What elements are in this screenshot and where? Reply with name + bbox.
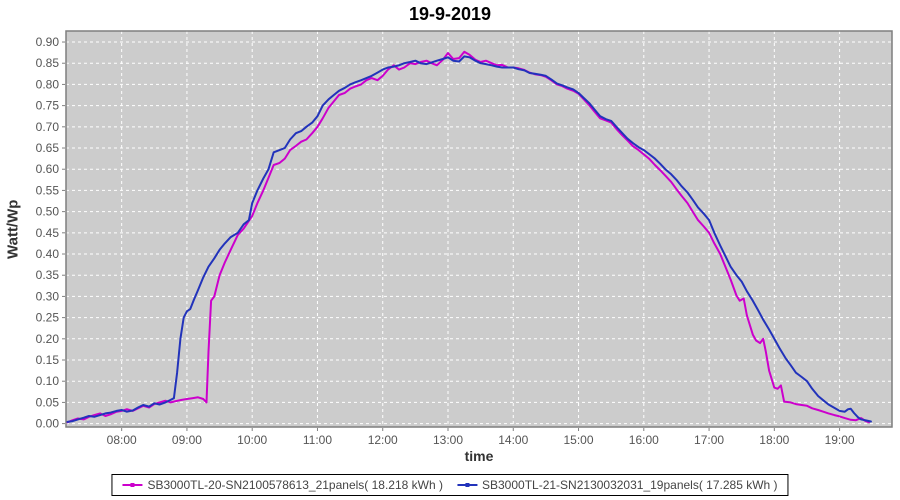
y-tick-label: 0.75	[36, 99, 60, 113]
series-line-1	[66, 55, 872, 423]
legend-item-series-blue: SB3000TL-21-SN2130032031_19panels( 17.28…	[457, 478, 778, 492]
y-axis-title: Watt/Wp	[4, 199, 22, 259]
legend-item-series-magenta: SB3000TL-20-SN2100578613_21panels( 18.21…	[122, 478, 443, 492]
x-tick-label: 17:00	[694, 433, 724, 447]
x-tick-label: 16:00	[629, 433, 659, 447]
plot-area-background	[66, 31, 892, 427]
y-tick-label: 0.70	[36, 120, 60, 134]
y-tick-label: 0.25	[36, 311, 60, 325]
legend-label-series-blue: SB3000TL-21-SN2130032031_19panels( 17.28…	[482, 478, 778, 492]
x-tick-label: 11:00	[303, 433, 332, 447]
x-tick-label: 09:00	[172, 433, 202, 447]
y-tick-label: 0.00	[36, 417, 60, 431]
y-tick-label: 0.15	[36, 353, 60, 367]
y-tick-label: 0.35	[36, 268, 60, 282]
y-tick-label: 0.65	[36, 141, 60, 155]
x-tick-label: 18:00	[759, 433, 789, 447]
legend-line-swatch-magenta	[122, 483, 143, 487]
y-tick-label: 0.05	[36, 395, 60, 409]
x-tick-label: 19:00	[825, 433, 855, 447]
x-tick-label: 10:00	[237, 433, 267, 447]
y-tick-label: 0.40	[36, 247, 60, 261]
y-tick-label: 0.30	[36, 289, 60, 303]
legend: SB3000TL-20-SN2100578613_21panels( 18.21…	[111, 474, 789, 496]
y-tick-label: 0.55	[36, 183, 60, 197]
y-tick-label: 0.10	[36, 374, 60, 388]
y-tick-label: 0.80	[36, 77, 60, 91]
legend-line-swatch-blue	[457, 483, 477, 487]
x-tick-label: 13:00	[433, 433, 463, 447]
x-axis-title: time	[464, 448, 494, 464]
x-tick-label: 12:00	[368, 433, 398, 447]
y-tick-label: 0.90	[36, 35, 60, 49]
y-tick-label: 0.85	[36, 56, 60, 70]
plot-canvas: 0.00 0.05 0.10 0.15 0.20 0.25 0.30 0.35 0.40 0.45…	[36, 30, 893, 447]
x-tick-label: 14:00	[498, 433, 528, 447]
y-tick-label: 0.60	[36, 162, 60, 176]
x-tick-label: 08:00	[107, 433, 137, 447]
x-tick-label: 15:00	[564, 433, 594, 447]
y-tick-label: 0.45	[36, 226, 60, 240]
y-tick-label: 0.20	[36, 332, 60, 346]
y-tick-label: 0.50	[36, 205, 60, 219]
plot-border	[65, 30, 893, 428]
chart-title: 19-9-2019	[408, 4, 492, 24]
legend-label-series-magenta: SB3000TL-20-SN2100578613_21panels( 18.21…	[147, 478, 443, 492]
